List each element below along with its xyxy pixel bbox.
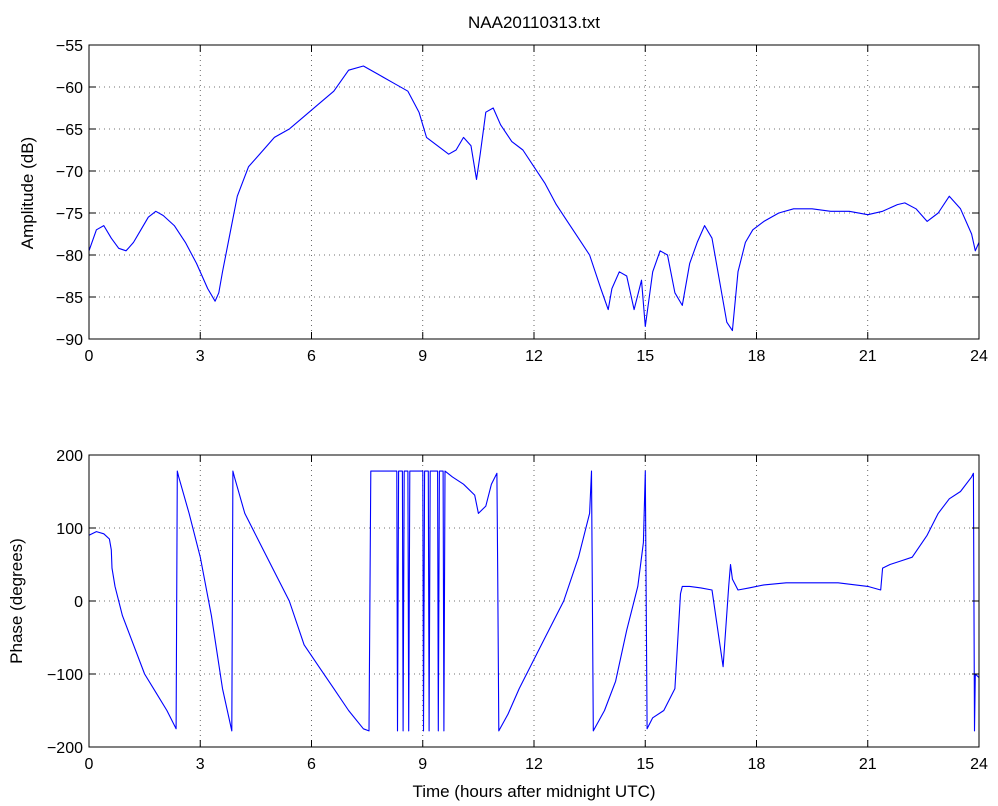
amplitude-y-tick-label: −75 [56,206,83,223]
phase-x-tick-label: 3 [196,756,205,773]
amplitude-series-line [88,65,980,332]
amplitude-y-tick-label: −60 [56,80,83,97]
phase-x-tick-label: 0 [85,756,94,773]
amplitude-x-tick-label: 21 [859,348,877,365]
phase-x-tick-label: 12 [525,756,543,773]
phase-y-tick-label: −100 [47,667,83,684]
amplitude-y-tick-label: −80 [56,248,83,265]
amplitude-x-tick-label: 9 [418,348,427,365]
amplitude-y-tick-label: −70 [56,164,83,181]
phase-x-tick-label: 18 [748,756,766,773]
amplitude-y-tick-label: −85 [56,290,83,307]
amplitude-y-axis-label: Amplitude (dB) [18,137,37,249]
phase-y-tick-label: 0 [74,594,83,611]
phase-x-tick-label: 9 [418,756,427,773]
amplitude-x-tick-label: 15 [636,348,654,365]
phase-x-tick-label: 6 [307,756,316,773]
phase-series [88,470,980,732]
amplitude-x-tick-label: 24 [970,348,988,365]
phase-ticks: 0 3 6 9 12 15 18 21 24 −200 −100 0 100 200 [47,448,988,773]
amplitude-x-tick-label: 12 [525,348,543,365]
phase-x-tick-label: 15 [636,756,654,773]
amplitude-chart: NAA20110313.txt 0 3 6 9 12 15 18 21 24 −90 −85 −80 −… [18,13,988,365]
amplitude-y-tick-label: −90 [56,332,83,349]
amplitude-y-tick-label: −55 [56,38,83,55]
amplitude-series [88,65,980,332]
amplitude-x-tick-label: 6 [307,348,316,365]
phase-x-axis-label: Time (hours after midnight UTC) [412,782,655,801]
chart-title: NAA20110313.txt [468,13,600,32]
amplitude-x-tick-label: 18 [748,348,766,365]
phase-series-line [88,470,980,732]
amplitude-x-tick-label: 3 [196,348,205,365]
amplitude-x-tick-label: 0 [85,348,94,365]
phase-y-tick-label: −200 [47,740,83,757]
phase-y-tick-label: 200 [56,448,83,465]
phase-x-tick-label: 21 [859,756,877,773]
phase-x-tick-label: 24 [970,756,988,773]
phase-chart: 0 3 6 9 12 15 18 21 24 −200 −100 0 100 200 Phase (deg… [7,448,988,801]
phase-y-axis-label: Phase (degrees) [7,538,26,664]
amplitude-ticks: 0 3 6 9 12 15 18 21 24 −90 −85 −80 −75 −70 −65 −60 −55 [56,38,988,365]
amplitude-y-tick-label: −65 [56,122,83,139]
amplitude-grid [89,45,979,339]
phase-y-tick-label: 100 [56,521,83,538]
